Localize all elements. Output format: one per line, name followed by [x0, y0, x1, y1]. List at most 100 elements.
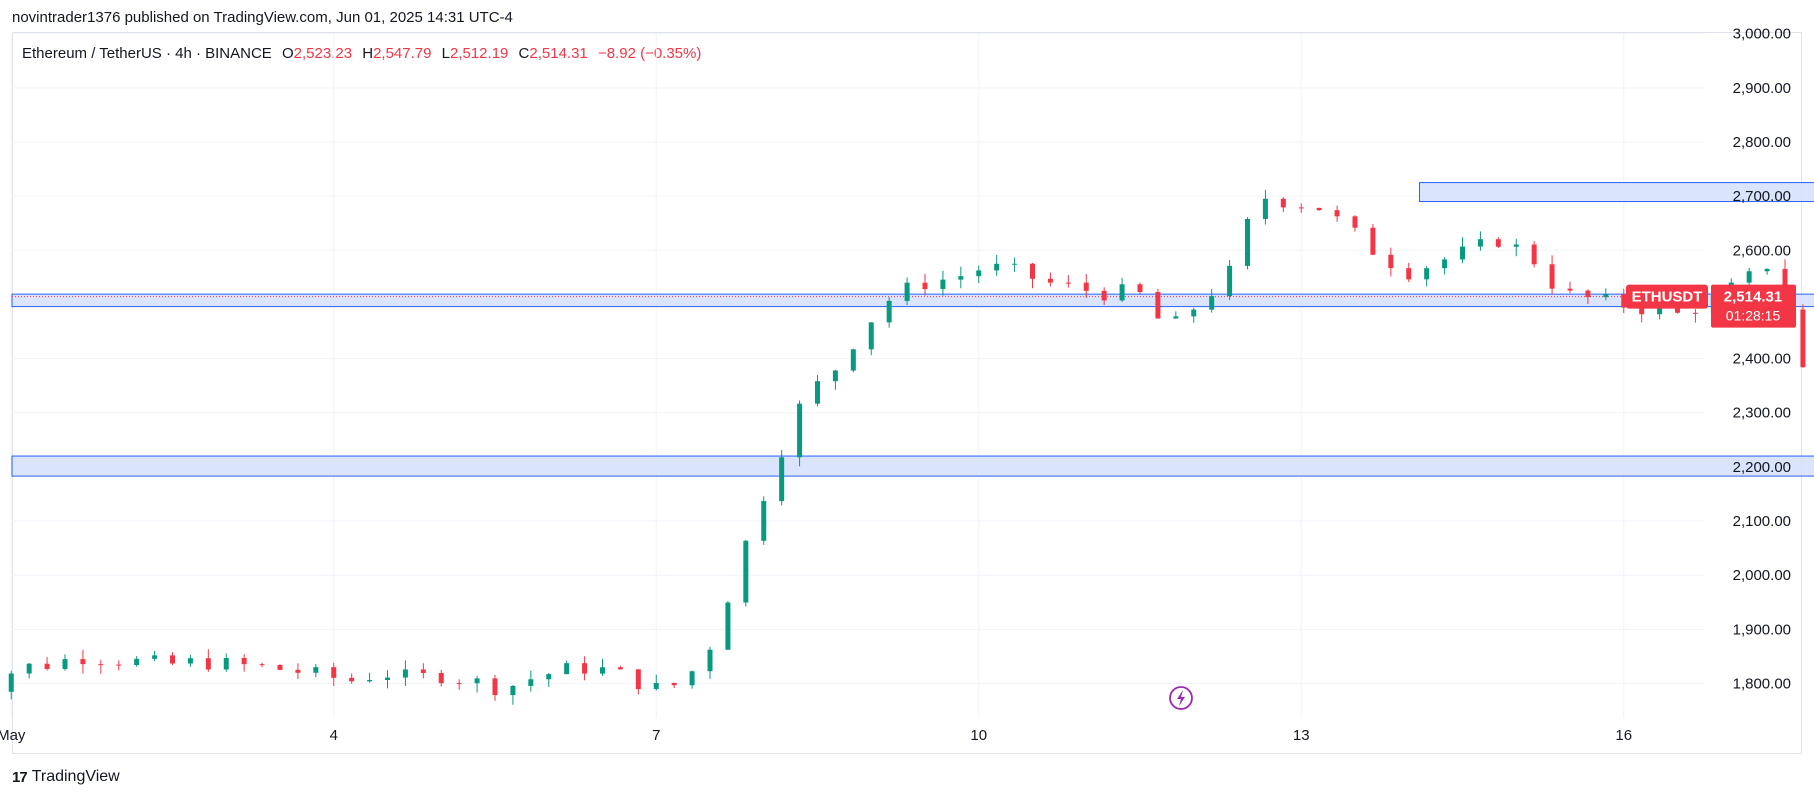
- candle-body: [1047, 278, 1053, 283]
- candle-body: [1191, 309, 1197, 317]
- candle-body: [1585, 290, 1591, 298]
- candle-body: [922, 282, 928, 290]
- candle-body: [1657, 307, 1663, 315]
- candle-body: [1119, 284, 1125, 301]
- candle-body: [223, 658, 229, 670]
- candle-body: [402, 669, 408, 678]
- candle-body: [1209, 296, 1215, 310]
- candle-body: [1101, 290, 1107, 301]
- candle-body: [1388, 254, 1394, 269]
- zone-box-2233[interactable]: [11, 455, 1814, 477]
- candle-body: [8, 673, 14, 692]
- candle-body: [868, 322, 874, 350]
- candle-body: [1800, 309, 1806, 368]
- candle-body: [456, 683, 462, 685]
- legend-high-value: 2,547.79: [373, 45, 432, 62]
- candle-body: [707, 649, 713, 672]
- legend-low-value: 2,512.19: [449, 45, 509, 62]
- candle-body: [1173, 316, 1179, 319]
- candle-body: [1424, 268, 1430, 280]
- x-tick-label: 13: [1293, 727, 1310, 744]
- candle-body: [98, 664, 104, 666]
- candle-body: [205, 658, 211, 670]
- candle-body: [940, 279, 946, 290]
- candle-body: [1155, 291, 1161, 319]
- legend-change-value: −8.92 (−0.35%): [597, 45, 702, 62]
- candle-body: [617, 667, 623, 670]
- candle-body: [385, 677, 390, 681]
- candle-body: [1352, 216, 1358, 228]
- zone-box-2511[interactable]: [11, 293, 1814, 308]
- x-tick-label: 7: [652, 727, 660, 744]
- legend-symbol: Ethereum / TetherUS · 4h · BINANCE: [22, 45, 272, 62]
- candle-body: [815, 381, 820, 404]
- candle-body: [420, 669, 426, 673]
- candle-body: [743, 540, 749, 603]
- candle-body: [349, 677, 355, 682]
- y-tick-label: 2,800.00: [1733, 134, 1791, 151]
- candle-body: [170, 655, 175, 664]
- candle-body: [582, 663, 588, 674]
- candle-body: [510, 685, 516, 696]
- legend-open-value: 2,523.23: [293, 45, 353, 62]
- candle-body: [492, 678, 498, 696]
- tradingview-logo-icon: 17: [12, 768, 28, 786]
- candle-body: [1442, 259, 1448, 269]
- price-tag[interactable]: [1711, 284, 1796, 328]
- candle-body: [1746, 271, 1752, 283]
- y-tick-label: 2,100.00: [1733, 513, 1791, 530]
- candle-body: [600, 667, 605, 674]
- tradingview-brand-text: TradingView: [31, 768, 120, 785]
- candle-body: [1370, 227, 1376, 255]
- candle-body: [116, 664, 122, 666]
- candle-body: [1567, 288, 1573, 291]
- y-tick-label: 1,900.00: [1733, 621, 1791, 638]
- x-tick-label: 16: [1615, 727, 1632, 744]
- symbol-tag-text: ETHUSDT: [1632, 289, 1703, 306]
- candle-body: [546, 674, 552, 680]
- candle-body: [1406, 268, 1412, 280]
- candle-body: [779, 457, 785, 502]
- candle-body: [528, 679, 534, 686]
- candle-body: [80, 659, 86, 665]
- zone-box-2713[interactable]: [1419, 182, 1814, 203]
- symbol-tag[interactable]: [1626, 284, 1708, 309]
- candle-body: [187, 658, 193, 664]
- candle-body: [438, 672, 444, 684]
- candle-body: [886, 300, 892, 323]
- candle-body: [1083, 282, 1089, 291]
- legend-close-value: 2,514.31: [529, 45, 588, 62]
- candle-body: [1065, 282, 1071, 284]
- candle-body: [1639, 307, 1645, 315]
- y-tick-label: 2,700.00: [1733, 188, 1791, 205]
- candle-body: [1245, 219, 1250, 266]
- candle-body: [313, 667, 319, 673]
- legend-high-label: H: [362, 45, 374, 62]
- candle-body: [241, 658, 247, 665]
- tradingview-logo[interactable]: 17 TradingView: [12, 768, 120, 786]
- y-tick-label: 2,600.00: [1733, 242, 1791, 259]
- candle-body: [1460, 246, 1465, 260]
- candle-body: [1531, 244, 1537, 265]
- price-tag-countdown: 01:28:15: [1726, 308, 1781, 324]
- candle-body: [1513, 244, 1519, 247]
- candle-body: [958, 276, 964, 280]
- candle-body: [44, 663, 50, 669]
- y-tick-label: 2,200.00: [1733, 459, 1791, 476]
- candle-body: [653, 682, 659, 690]
- lightning-icon[interactable]: [1169, 686, 1193, 710]
- candle-body: [1621, 294, 1627, 308]
- price-chart[interactable]: 2713251123592233 1,800.001,900.002,000.0…: [0, 0, 1814, 760]
- candle-body: [797, 403, 803, 458]
- candle-body: [689, 671, 695, 686]
- candle-body: [1692, 312, 1698, 314]
- x-tick-label: May: [0, 727, 26, 744]
- legend-close-label: C: [518, 45, 530, 62]
- y-tick-label: 2,900.00: [1733, 80, 1791, 97]
- candle-body: [1280, 198, 1286, 208]
- candle-body: [1227, 265, 1233, 297]
- candle-body: [1495, 239, 1501, 247]
- candle-body: [367, 680, 373, 682]
- candle-body: [832, 370, 838, 382]
- candle-body: [295, 669, 301, 673]
